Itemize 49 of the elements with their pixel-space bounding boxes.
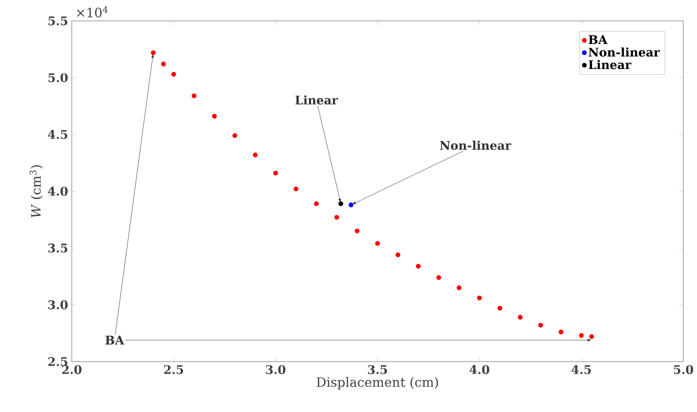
point — [589, 334, 594, 339]
annotation: Non-linear — [440, 140, 512, 150]
point — [436, 274, 442, 280]
x-tick-label: 4.5 — [572, 364, 591, 374]
point — [497, 306, 502, 310]
y-tick-label: 2.5 — [48, 356, 68, 366]
point — [273, 170, 278, 176]
x-tick-label: 2.0 — [62, 364, 82, 374]
x-axis-title: Displacement (cm) — [316, 376, 438, 390]
x-tick-label: 4.0 — [470, 364, 490, 374]
legend-label: BA — [588, 35, 608, 44]
point — [538, 322, 544, 328]
y-tick-label: 5.0 — [48, 73, 68, 82]
point — [416, 264, 421, 268]
point — [558, 329, 564, 334]
point — [456, 285, 462, 290]
point — [477, 295, 482, 300]
annotation: Linear — [295, 95, 338, 104]
point — [212, 114, 217, 118]
point — [150, 50, 156, 55]
point — [252, 152, 258, 158]
y-tick-label: 4.0 — [48, 186, 68, 196]
x-tick-label: 3.5 — [368, 364, 387, 374]
point — [294, 186, 298, 192]
y-axis-title: W (cm$^{3}$) — [30, 165, 43, 218]
point — [338, 201, 344, 206]
point — [171, 72, 176, 76]
point — [518, 314, 523, 320]
point — [314, 201, 319, 206]
point — [161, 62, 166, 66]
point — [396, 252, 400, 258]
point — [334, 214, 340, 220]
x-tick-label: 5.0 — [674, 364, 694, 374]
y-tick-label: 3.5 — [48, 243, 68, 252]
y-tick-label: 5.5 — [48, 16, 68, 26]
legend-label: Linear — [588, 60, 632, 70]
point — [375, 240, 380, 246]
y-tick-label: 4.5 — [48, 130, 68, 139]
legend-label: Non-linear — [588, 47, 660, 56]
annotation: BA — [105, 336, 124, 344]
x-tick-label: 3.0 — [266, 364, 286, 374]
point — [348, 202, 354, 208]
point — [579, 332, 584, 338]
x-tick-label: 2.5 — [164, 364, 184, 374]
text: ×10$^{4}$ — [77, 6, 108, 18]
point — [232, 133, 238, 138]
point — [192, 93, 196, 98]
y-tick-label: 3.0 — [48, 300, 68, 310]
point — [354, 228, 360, 234]
